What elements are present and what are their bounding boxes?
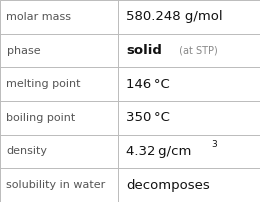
Text: 4.32 g/cm: 4.32 g/cm [126, 145, 191, 158]
Text: phase: phase [6, 45, 40, 56]
Text: solubility in water: solubility in water [6, 180, 106, 190]
Text: 580.248 g/mol: 580.248 g/mol [126, 10, 223, 23]
Text: density: density [6, 146, 48, 157]
Text: (at STP): (at STP) [176, 45, 218, 56]
Text: 3: 3 [212, 140, 218, 149]
Text: 350 °C: 350 °C [126, 111, 170, 124]
Text: solid: solid [126, 44, 162, 57]
Text: molar mass: molar mass [6, 12, 72, 22]
Text: decomposes: decomposes [126, 179, 210, 192]
Text: melting point: melting point [6, 79, 81, 89]
Text: boiling point: boiling point [6, 113, 76, 123]
Text: 146 °C: 146 °C [126, 78, 170, 91]
